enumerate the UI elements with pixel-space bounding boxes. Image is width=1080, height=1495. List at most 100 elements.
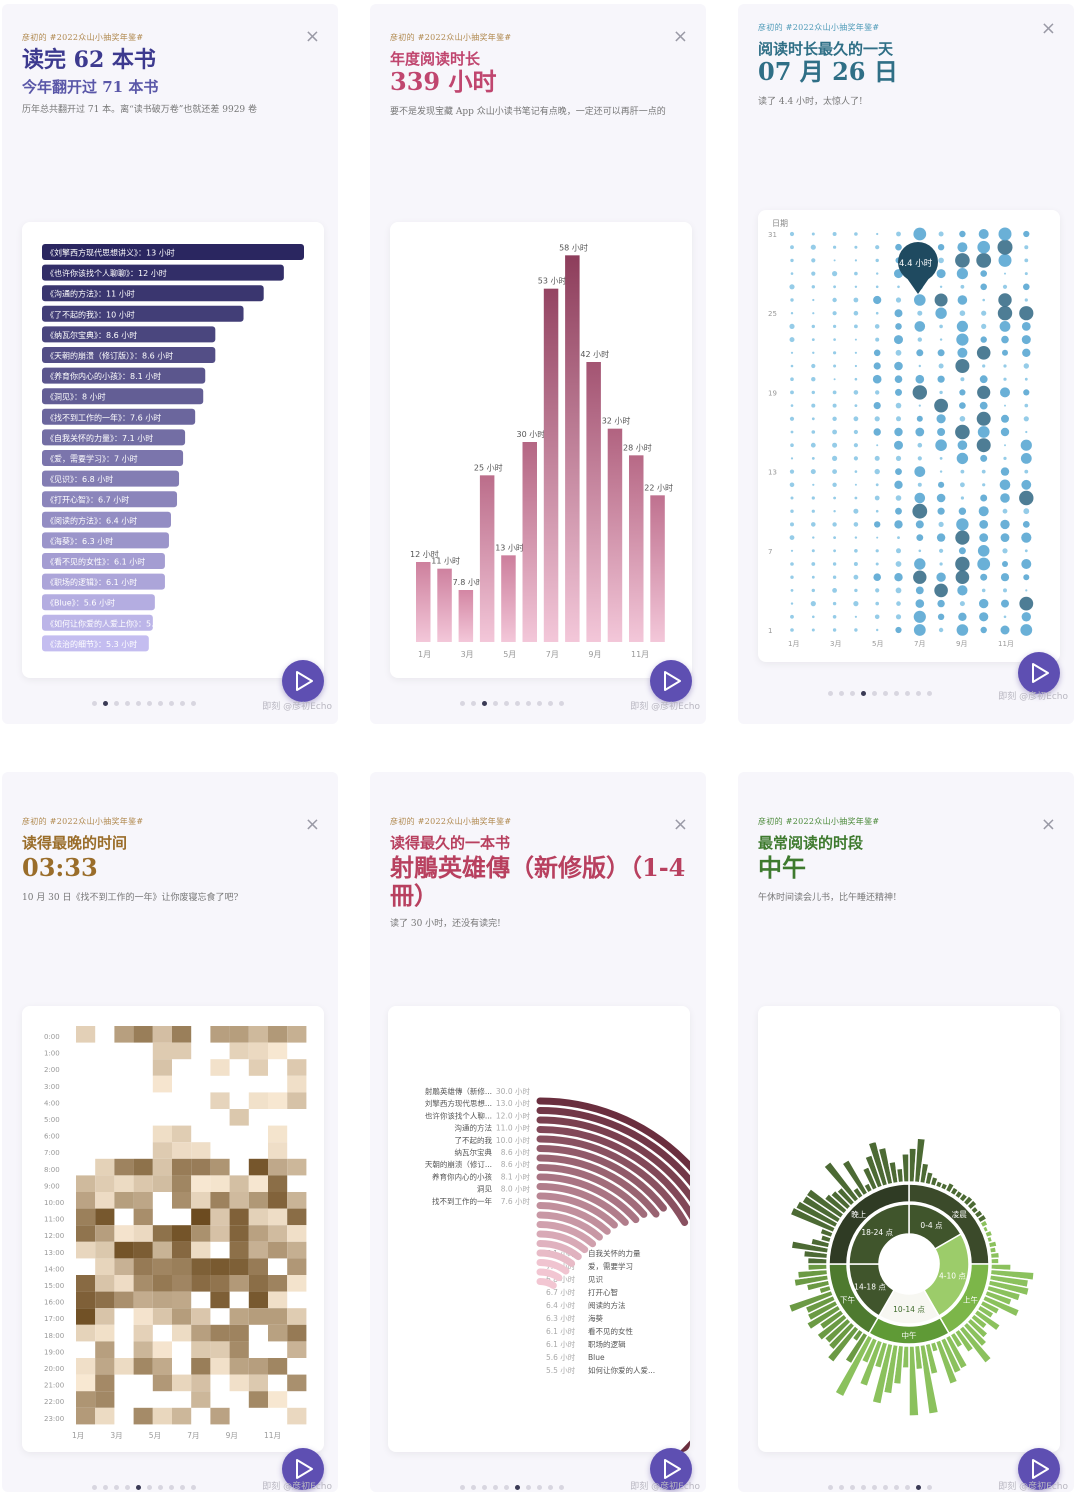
heat-cell bbox=[248, 1026, 268, 1043]
page-dot[interactable] bbox=[916, 691, 921, 696]
page-dot[interactable] bbox=[147, 701, 152, 706]
page-dots[interactable] bbox=[92, 701, 196, 706]
close-icon[interactable]: × bbox=[304, 26, 320, 47]
heat-cell bbox=[95, 1258, 115, 1275]
page-dot[interactable] bbox=[158, 1485, 163, 1490]
play-button[interactable] bbox=[282, 660, 324, 702]
page-dot[interactable] bbox=[537, 701, 542, 706]
bubble bbox=[873, 349, 881, 357]
page-dots[interactable] bbox=[460, 1485, 564, 1490]
page-dot[interactable] bbox=[894, 691, 899, 696]
play-button[interactable] bbox=[282, 1448, 324, 1490]
page-dot[interactable] bbox=[559, 701, 564, 706]
play-button[interactable] bbox=[1018, 1448, 1060, 1490]
page-dot[interactable] bbox=[526, 701, 531, 706]
page-dot[interactable] bbox=[191, 1485, 196, 1490]
page-dot[interactable] bbox=[927, 1485, 932, 1490]
page-dot[interactable] bbox=[191, 701, 196, 706]
page-dot[interactable] bbox=[828, 691, 833, 696]
close-icon[interactable]: × bbox=[1040, 18, 1056, 39]
page-dot[interactable] bbox=[515, 701, 520, 706]
page-dot[interactable] bbox=[883, 1485, 888, 1490]
page-dots[interactable] bbox=[828, 691, 932, 696]
page-dot[interactable] bbox=[905, 691, 910, 696]
page-dot[interactable] bbox=[180, 1485, 185, 1490]
page-dot[interactable] bbox=[872, 691, 877, 696]
page-dot[interactable] bbox=[125, 701, 130, 706]
page-dot[interactable] bbox=[493, 1485, 498, 1490]
page-dot[interactable] bbox=[114, 701, 119, 706]
page-dot[interactable] bbox=[169, 701, 174, 706]
play-button[interactable] bbox=[1018, 652, 1060, 694]
page-dot[interactable] bbox=[839, 691, 844, 696]
close-icon[interactable]: × bbox=[1040, 814, 1056, 835]
heat-cell bbox=[114, 1192, 134, 1209]
page-dot[interactable] bbox=[894, 1485, 899, 1490]
page-dot[interactable] bbox=[147, 1485, 152, 1490]
radial-bar bbox=[536, 1164, 648, 1218]
page-dot[interactable] bbox=[861, 1485, 866, 1490]
page-dot[interactable] bbox=[482, 701, 487, 706]
page-dot[interactable] bbox=[482, 1485, 487, 1490]
page-dot[interactable] bbox=[526, 1485, 531, 1490]
page-dot[interactable] bbox=[103, 1485, 108, 1490]
page-dot[interactable] bbox=[850, 691, 855, 696]
page-dot[interactable] bbox=[883, 691, 888, 696]
page-dot[interactable] bbox=[136, 1485, 141, 1490]
page-dot[interactable] bbox=[92, 701, 97, 706]
period-label: 晚上 bbox=[851, 1209, 866, 1219]
page-dot[interactable] bbox=[471, 1485, 476, 1490]
page-dot[interactable] bbox=[114, 1485, 119, 1490]
bubble bbox=[1000, 573, 1010, 582]
close-icon[interactable]: × bbox=[672, 814, 688, 835]
page-dot[interactable] bbox=[136, 701, 141, 706]
page-dot[interactable] bbox=[103, 701, 108, 706]
bubble bbox=[939, 457, 943, 460]
page-dot[interactable] bbox=[839, 1485, 844, 1490]
page-dot[interactable] bbox=[559, 1485, 564, 1490]
page-dot[interactable] bbox=[861, 691, 866, 696]
page-dot[interactable] bbox=[158, 701, 163, 706]
data-label: 53 小时 bbox=[538, 276, 567, 286]
page-dot[interactable] bbox=[515, 1485, 520, 1490]
page-dot[interactable] bbox=[504, 701, 509, 706]
page-dot[interactable] bbox=[916, 1485, 921, 1490]
page-dot[interactable] bbox=[927, 691, 932, 696]
bubble bbox=[790, 404, 794, 407]
page-dot[interactable] bbox=[872, 1485, 877, 1490]
page-dot[interactable] bbox=[471, 701, 476, 706]
page-dots[interactable] bbox=[460, 701, 564, 706]
close-icon[interactable]: × bbox=[672, 26, 688, 47]
page-dot[interactable] bbox=[125, 1485, 130, 1490]
bubble bbox=[895, 626, 902, 634]
page-dot[interactable] bbox=[905, 1485, 910, 1490]
page-dots[interactable] bbox=[92, 1485, 196, 1490]
bar bbox=[42, 635, 149, 652]
radial-bar bbox=[536, 1173, 640, 1224]
panel-books-read: 彦初的 #2022众山小抽奖年鉴# × 读完 62 本书 今年翻开过 71 本书… bbox=[2, 4, 338, 724]
page-dot[interactable] bbox=[504, 1485, 509, 1490]
bubble bbox=[833, 510, 836, 513]
page-dot[interactable] bbox=[460, 1485, 465, 1490]
page-dot[interactable] bbox=[460, 701, 465, 706]
play-button[interactable] bbox=[650, 1448, 692, 1490]
page-dot[interactable] bbox=[850, 1485, 855, 1490]
page-dot[interactable] bbox=[169, 1485, 174, 1490]
bubble bbox=[936, 493, 946, 503]
close-icon[interactable]: × bbox=[304, 814, 320, 835]
annotation-pin-tail bbox=[904, 274, 932, 294]
page-dots[interactable] bbox=[828, 1485, 932, 1490]
heat-cell bbox=[114, 1158, 134, 1176]
page-dot[interactable] bbox=[493, 701, 498, 706]
page-dot[interactable] bbox=[548, 701, 553, 706]
page-dot[interactable] bbox=[548, 1485, 553, 1490]
bar-label: 《见识》：6.8 小时 bbox=[46, 474, 113, 484]
page-dot[interactable] bbox=[180, 701, 185, 706]
heat-cell bbox=[287, 1059, 307, 1076]
play-button[interactable] bbox=[650, 660, 692, 702]
page-dot[interactable] bbox=[537, 1485, 542, 1490]
page-dot[interactable] bbox=[828, 1485, 833, 1490]
book-hours-label: 13.0 小时 bbox=[496, 1098, 531, 1108]
heat-cell bbox=[248, 1291, 268, 1309]
page-dot[interactable] bbox=[92, 1485, 97, 1490]
